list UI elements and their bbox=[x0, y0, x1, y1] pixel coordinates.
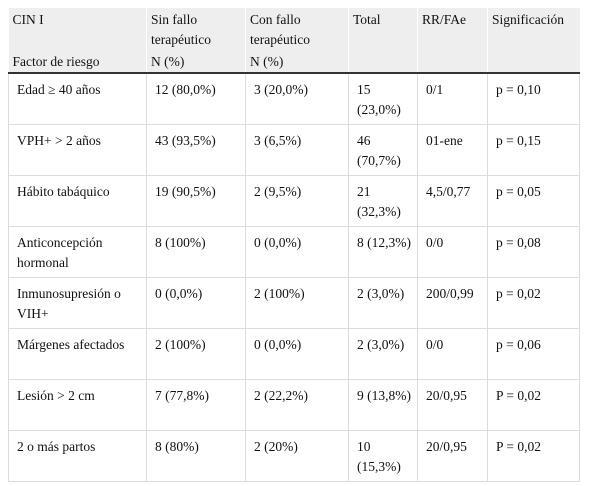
header-content: Sin fallo terapéutico N (%) bbox=[151, 8, 241, 72]
table-cell: Anticoncepción hormonal bbox=[8, 226, 147, 278]
table-cell: Hábito tabáquico bbox=[8, 175, 147, 227]
table-cell: 20/0,95 bbox=[417, 379, 488, 431]
table-cell: 2 (9,5%) bbox=[245, 175, 349, 227]
table-row: VPH+ > 2 años 43 (93,5%) 3 (6,5%) 46 (70,7%… bbox=[8, 124, 580, 176]
table-cell: 0 (0,0%) bbox=[245, 328, 349, 380]
table-cell: Márgenes afectados bbox=[8, 328, 147, 380]
table-cell: 12 (80,0%) bbox=[146, 73, 246, 125]
table-cell: p = 0,15 bbox=[487, 124, 580, 176]
table-cell: 01-ene bbox=[417, 124, 488, 176]
table-cell: Edad ≥ 40 años bbox=[8, 73, 147, 125]
table-cell: 20/0,95 bbox=[417, 430, 488, 482]
table-cell: 8 (80%) bbox=[146, 430, 246, 482]
header-content: CIN I Factor de riesgo bbox=[13, 8, 143, 72]
table-row: Inmunosupresión o VIH+ 0 (0,0%) 2 (100%) 2 … bbox=[8, 277, 580, 329]
table-cell: 0/0 bbox=[417, 226, 488, 278]
header-sublabel: N (%) bbox=[151, 54, 185, 69]
table-cell: 200/0,99 bbox=[417, 277, 488, 329]
header-label: Significación bbox=[492, 12, 564, 27]
table-cell: p = 0,10 bbox=[487, 73, 580, 125]
table-cell: 0 (0,0%) bbox=[245, 226, 349, 278]
header-label: RR/FAe bbox=[422, 12, 467, 27]
table-cell: Inmunosupresión o VIH+ bbox=[8, 277, 147, 329]
table-row: 2 o más partos 8 (80%) 2 (20%) 10 (15,3%) 20… bbox=[8, 430, 580, 482]
table-cell: 8 (100%) bbox=[146, 226, 246, 278]
header-cell: Significación bbox=[487, 8, 580, 74]
table-cell: 4,5/0,77 bbox=[417, 175, 488, 227]
header-cell: Con fallo terapéutico N (%) bbox=[245, 8, 349, 74]
table-cell: 2 (22,2%) bbox=[245, 379, 349, 431]
table-cell: 0 (0,0%) bbox=[146, 277, 246, 329]
table-cell: 7 (77,8%) bbox=[146, 379, 246, 431]
table-cell: 2 o más partos bbox=[8, 430, 147, 482]
table-cell: 21 (32,3%) bbox=[348, 175, 418, 227]
table-row: Márgenes afectados 2 (100%) 0 (0,0%) 2 (3,0… bbox=[8, 328, 580, 380]
header-cell: Total bbox=[348, 8, 418, 74]
header-content: RR/FAe bbox=[422, 8, 483, 72]
table-cell: P = 0,02 bbox=[487, 379, 580, 431]
header-row: CIN I Factor de riesgo Sin fallo terapéuti… bbox=[8, 8, 580, 74]
table-cell: p = 0,05 bbox=[487, 175, 580, 227]
header-label: Sin fallo terapéutico bbox=[151, 12, 211, 47]
table-cell: 3 (20,0%) bbox=[245, 73, 349, 125]
header-sublabel: N (%) bbox=[250, 54, 284, 69]
header-cell: CIN I Factor de riesgo bbox=[8, 8, 147, 74]
table-cell: 9 (13,8%) bbox=[348, 379, 418, 431]
table-row: Hábito tabáquico 19 (90,5%) 2 (9,5%) 21 (32… bbox=[8, 175, 580, 227]
table-row: Lesión > 2 cm 7 (77,8%) 2 (22,2%) 9 (13,8%)… bbox=[8, 379, 580, 431]
table-cell: 46 (70,7%) bbox=[348, 124, 418, 176]
table-row: Edad ≥ 40 años 12 (80,0%) 3 (20,0%) 15 (23,… bbox=[8, 73, 580, 125]
table-cell: 3 (6,5%) bbox=[245, 124, 349, 176]
table-cell: P = 0,02 bbox=[487, 430, 580, 482]
data-table: CIN I Factor de riesgo Sin fallo terapéuti… bbox=[8, 8, 580, 482]
table-body: Edad ≥ 40 años 12 (80,0%) 3 (20,0%) 15 (23,… bbox=[8, 73, 580, 482]
table-cell: 10 (15,3%) bbox=[348, 430, 418, 482]
header-label: CIN I bbox=[12, 12, 44, 27]
header-label: Con fallo terapéutico bbox=[250, 12, 310, 47]
table-cell: 2 (3,0%) bbox=[348, 328, 418, 380]
table-cell: VPH+ > 2 años bbox=[8, 124, 147, 176]
table-cell: 0/0 bbox=[417, 328, 488, 380]
table-cell: p = 0,06 bbox=[487, 328, 580, 380]
header-label: Total bbox=[353, 12, 381, 27]
table-cell: 2 (20%) bbox=[245, 430, 349, 482]
table-cell: 0/1 bbox=[417, 73, 488, 125]
table-cell: 15 (23,0%) bbox=[348, 73, 418, 125]
table-cell: p = 0,02 bbox=[487, 277, 580, 329]
table-cell: Lesión > 2 cm bbox=[8, 379, 147, 431]
table-cell: 19 (90,5%) bbox=[146, 175, 246, 227]
table-cell: 2 (3,0%) bbox=[348, 277, 418, 329]
header-cell: Sin fallo terapéutico N (%) bbox=[146, 8, 246, 74]
table-cell: 2 (100%) bbox=[245, 277, 349, 329]
table-cell: 43 (93,5%) bbox=[146, 124, 246, 176]
header-content: Total bbox=[353, 8, 413, 72]
header-content: Significación bbox=[492, 8, 576, 72]
table-row: Anticoncepción hormonal 8 (100%) 0 (0,0%) 8… bbox=[8, 226, 580, 278]
header-content: Con fallo terapéutico N (%) bbox=[250, 8, 344, 72]
header-cell: RR/FAe bbox=[417, 8, 488, 74]
table-cell: 2 (100%) bbox=[146, 328, 246, 380]
header-sublabel: Factor de riesgo bbox=[12, 54, 100, 69]
table-cell: 8 (12,3%) bbox=[348, 226, 418, 278]
table-cell: p = 0,08 bbox=[487, 226, 580, 278]
